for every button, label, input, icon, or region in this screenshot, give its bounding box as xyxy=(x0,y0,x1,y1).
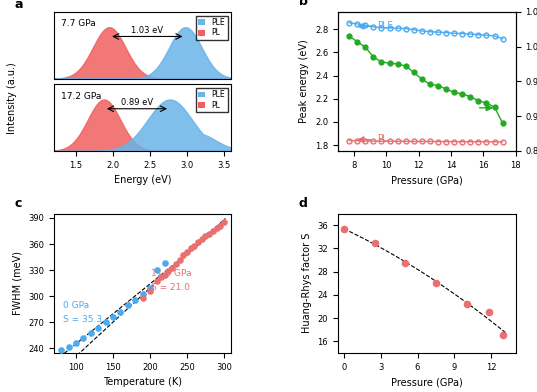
Text: a: a xyxy=(14,0,23,11)
Point xyxy=(108,314,117,320)
Point xyxy=(175,257,184,263)
Point xyxy=(153,278,162,284)
Text: S = 35.3: S = 35.3 xyxy=(63,315,101,324)
Text: d: d xyxy=(299,197,308,210)
Point xyxy=(79,335,88,341)
Text: 7.7 GPa: 7.7 GPa xyxy=(61,20,96,29)
X-axis label: Pressure (GPa): Pressure (GPa) xyxy=(391,377,462,387)
X-axis label: Temperature (K): Temperature (K) xyxy=(103,377,182,387)
Text: 17.2 GPa: 17.2 GPa xyxy=(61,92,101,101)
Point xyxy=(220,219,228,225)
Y-axis label: FWHM (meV): FWHM (meV) xyxy=(12,251,23,315)
Point xyxy=(146,288,154,294)
Point xyxy=(57,347,66,353)
Point xyxy=(340,226,349,232)
Point xyxy=(499,332,507,339)
Text: S = 21.0: S = 21.0 xyxy=(151,283,191,292)
X-axis label: Energy (eV): Energy (eV) xyxy=(114,175,171,185)
Point xyxy=(71,340,80,347)
Point xyxy=(138,290,147,297)
Text: 0 GPa: 0 GPa xyxy=(63,301,89,310)
Point xyxy=(401,260,410,266)
Text: c: c xyxy=(14,197,22,210)
Point xyxy=(179,252,187,258)
Point xyxy=(432,280,440,286)
Text: PLE: PLE xyxy=(376,21,393,30)
Point xyxy=(484,309,493,315)
Point xyxy=(131,297,140,303)
Text: 11.8 GPa: 11.8 GPa xyxy=(151,269,192,278)
Point xyxy=(157,274,165,280)
Point xyxy=(462,300,471,307)
Point xyxy=(124,302,132,308)
Point xyxy=(190,243,199,249)
Point xyxy=(168,264,177,270)
Point xyxy=(205,230,213,237)
Point xyxy=(164,268,173,274)
Point xyxy=(146,285,154,291)
Point xyxy=(208,228,217,234)
Point xyxy=(116,309,125,315)
Point xyxy=(94,325,103,331)
Point xyxy=(64,343,73,350)
Point xyxy=(101,319,110,325)
Point xyxy=(212,225,221,232)
Point xyxy=(183,249,191,255)
Point xyxy=(86,330,95,336)
Text: b: b xyxy=(299,0,308,8)
Point xyxy=(201,233,210,240)
Point xyxy=(186,245,195,252)
Y-axis label: Huang-Rhys factor S: Huang-Rhys factor S xyxy=(302,233,312,333)
Text: PL: PL xyxy=(376,134,387,143)
Point xyxy=(216,223,224,229)
Legend: PLE, PL: PLE, PL xyxy=(195,16,228,40)
Point xyxy=(161,260,169,266)
Point xyxy=(138,295,147,301)
Point xyxy=(153,267,162,273)
Point xyxy=(171,261,180,267)
Legend: PLE, PL: PLE, PL xyxy=(195,88,228,112)
X-axis label: Pressure (GPa): Pressure (GPa) xyxy=(391,175,462,185)
Text: Intensity (a.u.): Intensity (a.u.) xyxy=(7,62,17,134)
Point xyxy=(198,236,206,242)
Point xyxy=(371,240,379,246)
Y-axis label: Peak energy (eV): Peak energy (eV) xyxy=(299,40,309,123)
Text: 0.89 eV: 0.89 eV xyxy=(121,98,153,107)
Point xyxy=(161,271,169,278)
Text: 1.03 eV: 1.03 eV xyxy=(131,26,163,35)
Point xyxy=(194,239,202,245)
